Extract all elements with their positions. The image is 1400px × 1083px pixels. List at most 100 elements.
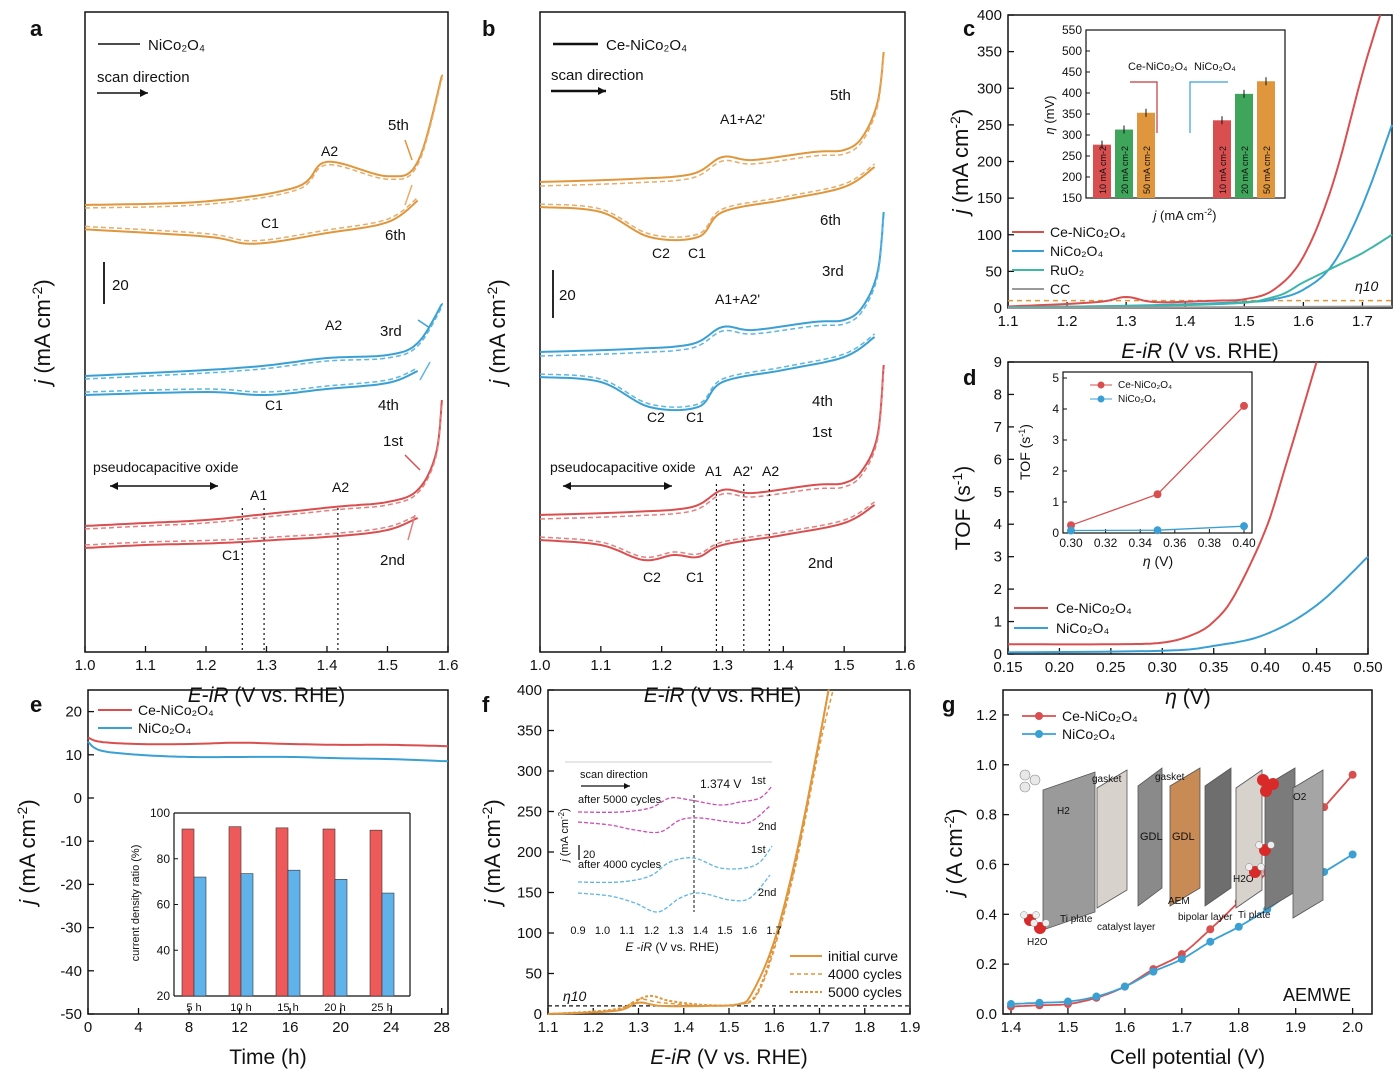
ti-plate-right xyxy=(1292,769,1324,919)
inset-x-tick-label: 0.34 xyxy=(1129,536,1153,550)
y-tick-label: 100 xyxy=(517,925,542,942)
series-line-1 xyxy=(1007,555,1369,654)
legend-label: CC xyxy=(1050,281,1070,297)
inset-category-label: 5 h xyxy=(186,1002,201,1014)
molecule-h-atom xyxy=(1032,911,1040,919)
y-tick-label: 0.4 xyxy=(976,906,997,923)
molecule-h-atom xyxy=(1019,769,1031,781)
inset-cycle-label: 2nd xyxy=(758,887,776,899)
y-tick-label: 50 xyxy=(985,263,1002,280)
y-tick-label: 150 xyxy=(517,885,542,902)
cv-curve-dashed xyxy=(84,197,419,242)
peak-label: C1 xyxy=(265,397,283,413)
molecule-h-atom xyxy=(1029,774,1041,786)
panel-b-xlabel: E-iR (V vs. RHE) xyxy=(644,684,802,707)
molecule-h-atom xyxy=(1020,911,1028,919)
data-point xyxy=(1177,955,1186,964)
panel-g-frame xyxy=(1002,689,1373,1015)
cycle-arrow xyxy=(419,361,431,381)
inset-bar xyxy=(1115,129,1133,198)
inset-y-tick-label: 1 xyxy=(1052,495,1059,509)
inset-y-tick-label: 400 xyxy=(1062,86,1082,100)
diagram-label: bipolar layer xyxy=(1178,912,1233,923)
inset-y-tick-label: 40 xyxy=(157,943,171,957)
inset-x-tick-label: 1.1 xyxy=(619,925,634,937)
diagram-label: gasket xyxy=(1155,772,1185,783)
peak-label: A1+A2' xyxy=(720,111,765,127)
series-line-1 xyxy=(87,741,449,763)
inset-group-label: Ce-NiCo₂O₄ xyxy=(1128,61,1188,73)
pseudocapacitive-label: pseudocapacitive oxide xyxy=(93,459,239,475)
scale-bar-label: 20 xyxy=(559,287,576,304)
cycle-arrow xyxy=(404,184,413,206)
cycle-label: 2nd xyxy=(808,555,833,572)
panel-b-legend: Ce-NiCo₂O₄ xyxy=(606,37,687,54)
cv-curve-dashed xyxy=(84,402,443,530)
bar-category-label: 50 mA cm-2 xyxy=(1142,146,1152,194)
inset-y-tick-label: 300 xyxy=(1062,128,1082,142)
inset-x-tick-label: 1.0 xyxy=(595,925,610,937)
legend-dot xyxy=(1035,730,1043,738)
x-tick-label: 1.1 xyxy=(538,1019,559,1036)
inset-xlabel: j (mA cm-2) xyxy=(1152,207,1217,223)
inset-x-tick-label: 0.36 xyxy=(1163,536,1187,550)
panel-c-xlabel: E-iR (V vs. RHE) xyxy=(1121,340,1279,363)
inset-x-tick-label: 1.7 xyxy=(766,925,781,937)
panel-d-ylabel: TOF (s-1) xyxy=(949,466,975,550)
x-tick-label: 1.2 xyxy=(1057,313,1078,330)
peak-label: A1+A2' xyxy=(715,291,760,307)
y-tick-label: -30 xyxy=(60,920,82,937)
diagram-label: O2 xyxy=(1293,792,1307,803)
cycle-arrow xyxy=(417,319,431,329)
inset-y-tick-label: 80 xyxy=(157,852,171,866)
data-point xyxy=(1007,1000,1015,1009)
diagram-label: gasket xyxy=(1092,774,1122,785)
data-point xyxy=(1092,992,1101,1001)
cycle-arrow xyxy=(404,139,413,161)
y-tick-label: 3 xyxy=(994,549,1002,566)
legend-label: NiCo₂O₄ xyxy=(1062,726,1115,742)
x-tick-label: 1.6 xyxy=(764,1019,785,1036)
inset-bar xyxy=(275,827,289,997)
inset-ylabel: TOF (s-1) xyxy=(1017,424,1033,480)
peak-label: A2 xyxy=(325,317,342,333)
molecule-o-atom xyxy=(1267,778,1279,790)
panel-letter-d: d xyxy=(963,365,976,390)
inset-y-tick-label: 2 xyxy=(1052,464,1059,478)
molecule-h-atom xyxy=(1255,841,1263,849)
panel-d-xlabel: η (V) xyxy=(1165,686,1211,709)
y-tick-label: 350 xyxy=(977,44,1002,61)
cv-curve-dashed xyxy=(539,55,885,187)
series-line-3 xyxy=(1007,305,1393,309)
peak-label: C2 xyxy=(643,569,661,585)
legend-label: NiCo₂O₄ xyxy=(1050,243,1103,259)
data-point xyxy=(1035,998,1044,1007)
series-line-2 xyxy=(547,689,830,1015)
peak-label: A2 xyxy=(332,479,349,495)
y-tick-label: 200 xyxy=(977,154,1002,171)
x-tick-label: 1.6 xyxy=(895,657,916,674)
legend-dot xyxy=(1035,712,1043,720)
legend-label: Ce-NiCo₂O₄ xyxy=(1050,224,1126,240)
data-point xyxy=(1149,967,1158,976)
inset-y-tick-label: 350 xyxy=(1062,107,1082,121)
y-tick-label: 400 xyxy=(517,682,542,699)
x-tick-label: 1.5 xyxy=(1058,1019,1079,1036)
cycle-arrow xyxy=(407,514,416,541)
x-tick-label: 0.45 xyxy=(1302,659,1331,676)
series-line-0 xyxy=(1008,361,1318,646)
cv-curve-dashed xyxy=(84,514,418,546)
peak-label: A1 xyxy=(250,487,267,503)
inset-xlabel: η (V) xyxy=(1143,553,1173,569)
cv-curve-anodic xyxy=(84,303,443,377)
inset-ylabel: j (mA cm-2) xyxy=(557,808,572,864)
inset-y-tick-label: 250 xyxy=(1062,149,1082,163)
cv-curve-anodic xyxy=(84,74,443,206)
inset-bar xyxy=(287,869,301,997)
cv-curve-anodic xyxy=(84,399,443,527)
inset-y-tick-label: 60 xyxy=(157,898,171,912)
panel-g-ylabel: j (A cm-2) xyxy=(941,808,967,898)
legend-label: Ce-NiCo₂O₄ xyxy=(138,702,214,718)
x-tick-label: 1.2 xyxy=(583,1019,604,1036)
y-tick-label: -40 xyxy=(60,963,82,980)
